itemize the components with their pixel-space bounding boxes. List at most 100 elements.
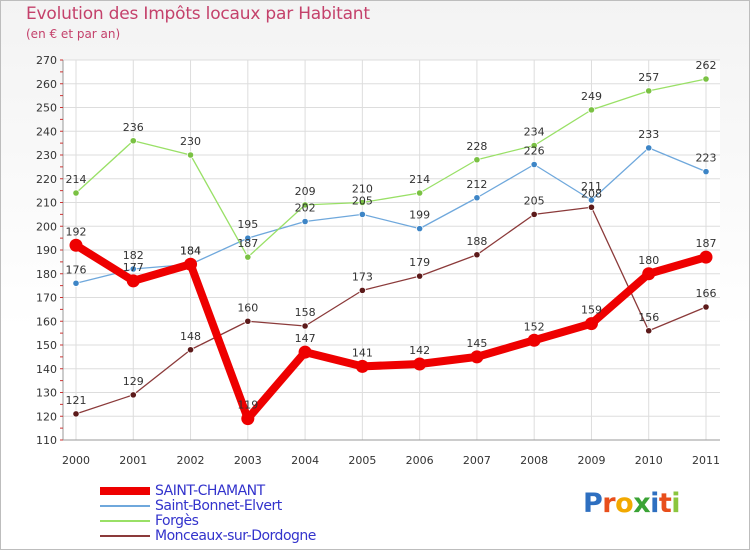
data-point [702, 75, 710, 83]
y-tick-label: 170 [36, 292, 57, 305]
y-tick-label: 270 [36, 54, 57, 67]
data-label: 145 [466, 337, 487, 350]
x-tick-label: 2005 [348, 454, 376, 467]
data-label: 202 [295, 202, 316, 215]
legend-swatch [100, 487, 150, 495]
data-point [587, 106, 596, 114]
data-label: 159 [581, 304, 602, 317]
y-tick-label: 150 [36, 339, 57, 352]
data-point [301, 217, 309, 226]
legend-label: Monceaux-sur-Dordogne [155, 528, 316, 544]
legend-label: Forgès [155, 513, 199, 529]
y-tick-label: 120 [36, 410, 57, 423]
legend-swatch [100, 505, 150, 507]
data-label: 180 [638, 254, 659, 267]
data-point [587, 203, 596, 211]
data-label: 214 [66, 173, 87, 186]
data-point [473, 251, 481, 259]
y-tick-label: 110 [36, 434, 57, 447]
data-label: 262 [696, 59, 717, 72]
legend-swatch [100, 520, 150, 522]
data-label: 166 [696, 287, 717, 300]
y-tick-label: 230 [36, 149, 57, 162]
data-point [587, 196, 596, 204]
x-tick-label: 2011 [692, 454, 720, 467]
data-label: 152 [524, 320, 545, 333]
data-point [645, 327, 653, 335]
data-point [186, 346, 195, 354]
data-point [72, 410, 80, 418]
y-tick-label: 180 [36, 268, 57, 281]
data-label: 182 [123, 249, 144, 262]
x-tick-label: 2004 [291, 454, 319, 467]
y-tick-label: 200 [36, 220, 57, 233]
data-point [527, 333, 541, 347]
data-point [301, 201, 309, 209]
y-tick-label: 260 [36, 78, 57, 91]
data-point [416, 189, 424, 197]
data-label: 249 [581, 90, 602, 103]
y-tick-label: 210 [36, 197, 57, 210]
x-tick-label: 2006 [406, 454, 434, 467]
data-point [470, 350, 484, 364]
data-point [301, 322, 309, 330]
data-point [473, 194, 481, 202]
data-label: 236 [123, 121, 144, 134]
series-line [75, 206, 707, 415]
logo-letter: i [671, 488, 681, 519]
data-label: 179 [409, 256, 430, 269]
data-label: 226 [524, 145, 545, 158]
data-label: 211 [581, 180, 602, 193]
data-point [530, 141, 538, 150]
chart-title: Evolution des Impôts locaux par Habitant [26, 4, 370, 24]
data-point [358, 286, 366, 294]
y-tick-label: 250 [36, 102, 57, 115]
series-line [72, 241, 710, 423]
proxiti-logo: Proxiti [583, 488, 681, 519]
data-point [69, 238, 83, 252]
y-tick-label: 220 [36, 173, 57, 186]
data-label: 212 [466, 178, 487, 191]
logo-letter: x [633, 488, 651, 519]
data-label: 184 [180, 244, 201, 257]
data-point [186, 151, 195, 159]
data-point [413, 357, 427, 371]
y-tick-label: 240 [36, 125, 57, 138]
data-point [358, 210, 366, 218]
data-point [473, 156, 481, 164]
chart-subtitle: (en € et par an) [26, 27, 121, 41]
data-label: 184 [180, 244, 201, 257]
legend-swatch [100, 535, 150, 537]
legend-label: SAINT-CHAMANT [155, 483, 265, 499]
data-label: 142 [409, 344, 430, 357]
data-point [129, 265, 137, 273]
data-point [129, 137, 137, 145]
x-tick-label: 2010 [635, 454, 663, 467]
data-point [642, 267, 656, 281]
data-label: 233 [638, 128, 659, 141]
data-label: 210 [352, 183, 373, 196]
data-point [355, 359, 369, 373]
data-label: 223 [696, 152, 717, 165]
data-label: 234 [524, 126, 545, 139]
x-tick-label: 2007 [463, 454, 491, 467]
data-point [416, 272, 424, 280]
logo-letter: t [658, 488, 672, 519]
data-point [72, 279, 80, 287]
data-label: 192 [66, 225, 87, 238]
data-point [702, 168, 710, 176]
data-point [72, 189, 80, 197]
x-tick-label: 2009 [577, 454, 605, 467]
x-tick-label: 2001 [119, 454, 147, 467]
data-label: 187 [696, 237, 717, 250]
data-label: 176 [66, 263, 87, 276]
y-tick-label: 130 [36, 387, 57, 400]
data-label: 121 [66, 394, 87, 407]
data-label: 177 [123, 261, 144, 274]
data-label: 214 [409, 173, 430, 186]
data-label: 230 [180, 135, 201, 148]
data-label: 257 [638, 71, 659, 84]
data-point [645, 87, 653, 95]
data-label: 141 [352, 346, 373, 359]
data-label: 119 [237, 399, 258, 412]
